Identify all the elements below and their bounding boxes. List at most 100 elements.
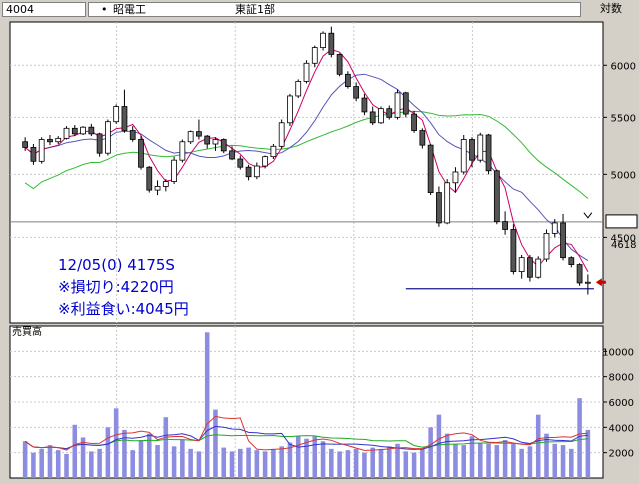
volume-ma-mid-line [24,425,588,450]
volume-bar [295,436,301,478]
volume-bar [39,448,44,478]
volume-bar [163,417,169,478]
candle [253,162,260,180]
candle-body-up [179,141,186,161]
candle-body-down [47,139,53,143]
candle-body-down [576,264,583,284]
candle-body-up [55,137,62,143]
candle-body-down [386,108,393,118]
volume-ma-short-line [24,415,588,451]
volume-bar [138,440,144,478]
candle-body-up [171,159,177,182]
volume-tick-label: 8000 [609,373,634,384]
candle-body-down [196,131,202,137]
candle [460,134,467,175]
volume-bar [428,427,433,478]
candle-body-down [88,126,95,135]
candle [576,263,583,286]
toolbar: 4004 • 昭電工 東証1部 対数 [0,0,639,20]
candle-body-up [278,122,285,147]
candle-body-down [245,166,252,178]
candle-body-up [212,139,219,145]
candle-body-down [96,133,103,154]
candle-body-up [303,62,310,82]
candle [436,186,442,227]
candle [527,254,533,282]
candle [518,254,525,279]
volume-bar [89,451,94,478]
candle-body-down [411,113,417,131]
candle [80,126,86,135]
candle [162,179,169,192]
candle-body-up [378,108,384,124]
stock-code-field[interactable]: 4004 [2,2,86,17]
volume-bar [262,451,268,478]
price-tick-label: 6000 [611,61,636,72]
volume-bar [254,450,260,478]
volume-bar [64,453,69,478]
candle [22,137,29,151]
log-scale-button[interactable]: 対数 [585,2,637,17]
volume-bar [444,433,450,478]
volume-bar [494,445,500,478]
candle [452,167,459,193]
candle-body-down [560,222,566,259]
volume-bar [271,448,276,478]
volume-bar [362,452,367,478]
volume-bar [511,443,516,478]
candle-body-up [394,92,401,118]
volume-bar [221,447,227,478]
volume-bar [585,429,591,478]
candle-body-down [336,53,343,75]
ma-long-line [24,110,589,199]
volume-bar [146,433,152,478]
volume-bar [238,448,243,478]
candle-body-down [469,139,475,161]
candle-body-down [419,130,426,146]
volume-bar [312,436,318,478]
candle-body-down [220,139,227,152]
stock-name-field[interactable]: • 昭電工 東証1部 [88,2,581,17]
market-name: 東証1部 [235,3,275,16]
volume-bar [345,450,351,478]
volume-bar [353,448,359,478]
candle-body-down [71,127,78,135]
volume-bar [246,447,251,478]
candle-body-up [63,127,70,139]
candle [220,138,227,154]
candle [179,139,186,163]
candle-body-up [270,145,277,158]
candle-body-down [485,134,492,172]
volume-bar [320,441,326,478]
candle [344,71,351,89]
volume-bar [569,448,574,478]
volume-bar [478,442,483,478]
candle-body-up [262,156,269,167]
annotation-date-price: 12/05(0) 4175S [58,256,175,274]
volume-bar [105,427,111,478]
volume-bar [22,441,28,478]
candle-body-up [113,106,120,123]
candle [402,91,409,118]
candle-body-down [328,32,335,55]
red-arrow-icon [595,278,606,287]
candle [568,256,575,268]
candle-body-down [427,144,434,193]
candle-body-down [237,158,244,168]
candle [278,119,285,149]
volume-bar [535,414,541,478]
volume-tick-label: 2000 [609,449,634,460]
volume-bar [304,438,309,478]
annotation-take-profit: ※利益食い:4045円 [58,300,189,318]
volume-bar [560,445,566,478]
chart-area: 12/05(0) 4175S ※損切り:4220円 ※利益食い:4045円 60… [9,21,638,479]
candle [212,137,219,151]
candle [560,213,566,261]
volume-ma-long-line [24,434,588,450]
candle [502,211,508,235]
candle-body-down [527,257,533,278]
candle-body-up [311,47,318,64]
last-price-box [605,214,638,229]
bullet-icon: • [101,3,108,16]
